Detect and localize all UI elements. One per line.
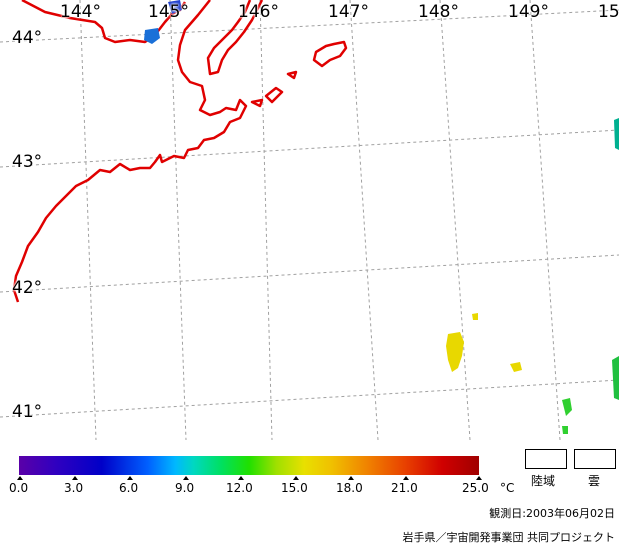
islet-3	[286, 70, 298, 80]
longitude-label-149: 149°	[508, 2, 549, 22]
colorbar-tick-9	[183, 476, 189, 480]
longitude-label-148: 148°	[418, 2, 459, 22]
latitude-label-41: 41°	[12, 402, 43, 422]
colorbar-tick-12	[238, 476, 244, 480]
graticule	[0, 0, 619, 440]
parallel-44	[0, 9, 619, 43]
colorbar-label-12: 12.0	[226, 481, 253, 495]
colorbar-tick-15	[293, 476, 299, 480]
sst-patch-green-south	[562, 398, 572, 416]
meridian-148	[439, 0, 471, 440]
meridian-146	[259, 0, 273, 440]
colorbar-tick-18	[348, 476, 354, 480]
sst-patch-yellow-dot	[472, 313, 478, 320]
cloud-legend-label: 雲	[588, 474, 601, 488]
shiretoko-peninsula	[206, 0, 264, 76]
land-legend-label: 陸域	[531, 474, 556, 488]
sst-patch-green-south-2	[562, 426, 568, 434]
sst-patch-yellow-large	[446, 332, 464, 372]
kunashiri-islet-2	[264, 86, 284, 104]
shikotan-island	[312, 40, 348, 68]
colorbar-tick-21	[403, 476, 409, 480]
meridian-147	[349, 0, 379, 440]
meridian-149	[529, 0, 561, 440]
colorbar-tick-0	[17, 476, 23, 480]
observation-date: 観測日:2003年06月02日	[489, 507, 615, 520]
longitude-label-145: 145°	[148, 2, 189, 22]
hokkaido-east-coast	[12, 0, 248, 303]
colorbar-tick-25	[476, 476, 482, 480]
latitude-label-43: 43°	[12, 152, 43, 172]
colorbar-label-0: 0.0	[9, 481, 29, 495]
sea-surface-temperature-map	[0, 0, 619, 440]
parallel-43	[0, 129, 619, 168]
colorbar-label-9: 9.0	[175, 481, 195, 495]
parallel-42	[0, 254, 619, 293]
colorbar-label-18: 18.0	[336, 481, 363, 495]
colorbar-label-21: 21.0	[391, 481, 418, 495]
longitude-label-150: 15	[598, 2, 619, 22]
latitude-label-42: 42°	[12, 278, 43, 298]
colorbar-tick-3	[72, 476, 78, 480]
longitude-label-144: 144°	[60, 2, 101, 22]
colorbar-label-15: 15.0	[281, 481, 308, 495]
sst-patch-yellow-small	[510, 362, 522, 372]
land-legend-box	[525, 449, 567, 469]
colorbar-label-6: 6.0	[119, 481, 139, 495]
meridian-144	[79, 0, 97, 440]
meridian-145	[169, 0, 187, 440]
kunashiri-islet-1	[250, 98, 264, 108]
latitude-label-44: 44°	[12, 28, 43, 48]
sst-patch-teal-edge	[614, 118, 619, 150]
parallel-41	[0, 379, 619, 418]
coastline	[12, 0, 348, 303]
sst-patch-blue	[144, 28, 160, 44]
colorbar-label-3: 3.0	[64, 481, 84, 495]
sst-patch-blue-north	[168, 0, 182, 14]
temperature-colorbar	[19, 456, 479, 475]
cloud-legend-box	[574, 449, 616, 469]
sst-patch-green-edge	[612, 356, 619, 400]
colorbar-label-25: 25.0	[462, 481, 489, 495]
sst-pixels	[144, 0, 619, 434]
project-credit: 岩手県／宇宙開発事業団 共同プロジェクト	[402, 531, 616, 544]
colorbar-tick-6	[127, 476, 133, 480]
longitude-label-147: 147°	[328, 2, 369, 22]
colorbar-unit: °C	[500, 481, 515, 495]
hokkaido-north-coast	[21, 0, 187, 44]
longitude-label-146: 146°	[238, 2, 279, 22]
